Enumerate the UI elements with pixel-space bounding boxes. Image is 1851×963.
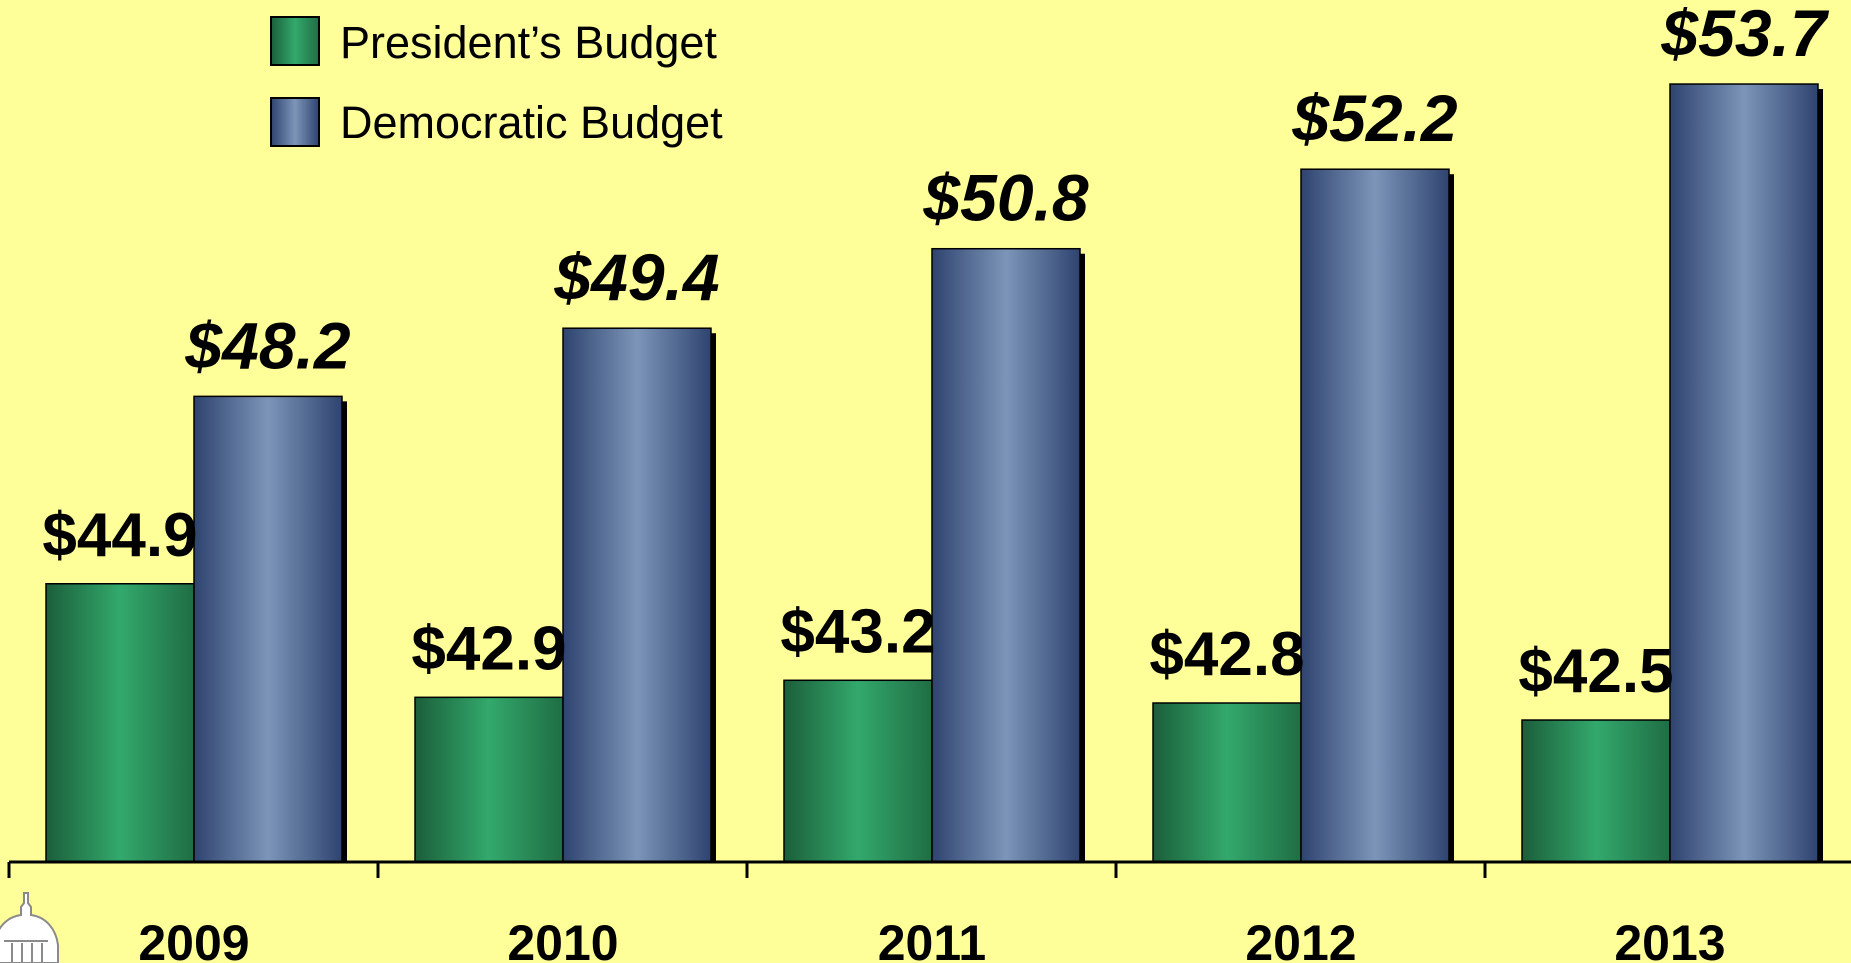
bar-democratic-budget-2010 [562,327,712,863]
bar-presidents-budget-2009 [45,583,195,863]
bar-presidents-budget-2010 [414,696,564,863]
bars [45,83,1823,863]
category-label-2010: 2010 [507,915,618,963]
legend-label-presidents-budget: President’s Budget [340,17,717,68]
category-labels: 2009 2010 2011 2012 2013 [138,915,1725,963]
value-label-presidents-budget-2010: $42.9 [411,614,566,683]
x-axis [7,860,1851,878]
category-label-2011: 2011 [878,915,986,963]
legend-item-presidents-budget: President’s Budget [270,16,717,68]
capitol-dome-icon [0,892,59,963]
bar-democratic-budget-2012 [1300,168,1450,863]
value-label-democratic-budget-2011: $50.8 [922,161,1088,235]
legend-label-democratic-budget: Democratic Budget [340,97,723,148]
value-label-presidents-budget-2009: $44.9 [42,501,197,570]
category-label-2012: 2012 [1245,915,1356,963]
value-label-presidents-budget-2013: $42.5 [1518,637,1673,706]
value-label-democratic-budget-2013: $53.7 [1660,0,1829,70]
value-labels: $44.9 $48.2 $42.9 $49.4 $43.2 $50.8 $42.8 $52.2… [42,0,1829,706]
value-label-democratic-budget-2010: $49.4 [553,240,719,314]
value-label-democratic-budget-2009: $48.2 [184,308,350,382]
bar-democratic-budget-2013 [1669,83,1819,863]
value-label-presidents-budget-2011: $43.2 [780,597,935,666]
bar-presidents-budget-2013 [1521,719,1671,863]
bar-presidents-budget-2012 [1152,702,1302,863]
value-label-democratic-budget-2012: $52.2 [1291,81,1457,155]
category-label-2013: 2013 [1614,915,1725,963]
bar-democratic-budget-2011 [931,247,1081,863]
category-label-2009: 2009 [138,915,249,963]
legend-item-democratic-budget: Democratic Budget [270,97,723,148]
legend-swatch-democratic-budget [270,97,320,147]
bar-presidents-budget-2011 [783,679,933,863]
legend: President’s Budget Democratic Budget [270,16,723,148]
legend-swatch-presidents-budget [270,16,320,66]
bar-democratic-budget-2009 [193,395,343,863]
value-label-presidents-budget-2012: $42.8 [1149,620,1304,689]
